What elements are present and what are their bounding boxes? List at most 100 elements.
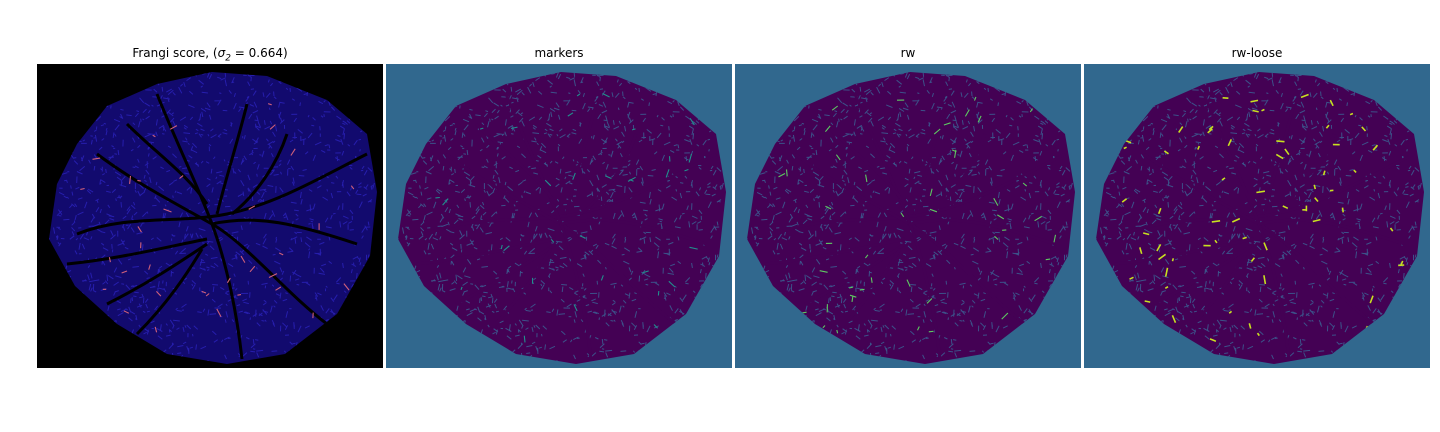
highlight-mark: [179, 175, 184, 179]
rw-loose-image: [1084, 64, 1430, 368]
highlight-mark: [1163, 150, 1169, 155]
highlight-mark: [152, 134, 156, 138]
texture-layer: [49, 72, 377, 364]
highlight-mark: [1361, 126, 1367, 132]
highlight-mark: [1197, 145, 1201, 150]
highlight-mark: [870, 277, 873, 283]
vessel: [580, 133, 638, 216]
highlight-mark: [943, 122, 951, 126]
highlight-mark: [1143, 232, 1150, 236]
highlight-mark: [822, 325, 826, 329]
highlight-mark: [343, 283, 350, 291]
highlight-mark: [1314, 197, 1319, 203]
highlight-mark: [778, 173, 786, 178]
highlight-mark: [1209, 338, 1217, 342]
highlight-mark: [350, 185, 355, 190]
highlight-mark: [831, 105, 839, 111]
vessel: [913, 103, 947, 215]
highlight-mark: [825, 205, 832, 210]
vessel: [135, 248, 204, 336]
highlight-mark: [123, 310, 130, 314]
highlight-mark: [1256, 332, 1260, 337]
highlight-mark: [835, 154, 841, 161]
highlight-mark: [1349, 112, 1354, 116]
vessel: [425, 152, 717, 236]
highlight-mark: [249, 265, 256, 273]
highlight-mark: [1275, 153, 1284, 160]
title-value: = 0.664): [230, 46, 288, 60]
highlight-mark: [137, 226, 142, 233]
highlight-mark: [226, 277, 231, 284]
highlight-mark: [689, 117, 695, 126]
vessel: [76, 152, 368, 236]
highlight-mark: [129, 175, 132, 184]
highlight-mark: [510, 126, 518, 130]
vessel: [774, 152, 1066, 236]
panel-image-rw: [735, 64, 1081, 368]
vessel: [231, 133, 289, 216]
panel-image-frangi: [37, 64, 383, 368]
markers-image: [386, 64, 732, 368]
highlight-mark: [108, 257, 111, 263]
vessel: [1182, 248, 1251, 336]
highlight-mark: [929, 188, 933, 197]
highlight-mark: [864, 254, 869, 259]
highlight-mark: [216, 308, 222, 317]
highlight-mark: [1227, 138, 1233, 147]
vessel: [484, 248, 553, 336]
highlight-mark: [1156, 244, 1162, 252]
highlight-mark: [668, 280, 676, 288]
vessel: [211, 218, 358, 246]
vessel: [215, 103, 249, 215]
highlight-mark: [1208, 125, 1214, 131]
highlight-mark: [1341, 207, 1344, 213]
vessel: [909, 218, 1056, 246]
highlight-mark: [576, 93, 581, 97]
vessel: [1172, 122, 1256, 205]
highlight-mark: [503, 245, 510, 252]
highlight-mark: [156, 291, 162, 297]
highlight-mark: [1053, 234, 1057, 243]
vessel: [106, 242, 208, 306]
highlight-mark: [1221, 177, 1226, 181]
highlight-mark: [1248, 323, 1252, 329]
highlight-mark: [1325, 124, 1330, 129]
highlight-mark: [573, 304, 578, 312]
highlight-mark: [900, 212, 905, 218]
highlight-mark: [205, 293, 210, 297]
highlight-mark: [653, 324, 658, 329]
highlight-mark: [929, 208, 938, 213]
highlight-mark: [785, 169, 788, 177]
highlight-mark: [1300, 93, 1309, 99]
highlight-mark: [169, 125, 178, 130]
vessel: [66, 237, 208, 266]
highlight-mark: [1164, 267, 1169, 277]
highlight-mark: [1228, 310, 1233, 314]
vessel: [823, 122, 907, 205]
highlight-mark: [1313, 184, 1317, 190]
texture-layer: [398, 72, 726, 364]
highlight-mark: [1045, 258, 1051, 261]
highlight-mark: [1400, 260, 1404, 266]
vessel: [929, 133, 987, 216]
highlight-mark: [819, 270, 828, 273]
highlight-mark: [689, 246, 698, 250]
vessel: [764, 237, 906, 266]
highlight-mark: [479, 127, 484, 130]
highlight-mark: [1207, 128, 1213, 134]
highlight-mark: [201, 290, 207, 294]
panel-title-rw-loose: rw-loose: [1231, 46, 1283, 60]
panel-image-rw-loose: [1084, 64, 1430, 368]
highlight-mark: [154, 326, 158, 333]
highlight-mark: [1171, 258, 1175, 262]
frangi-image: [37, 64, 383, 368]
vessel: [455, 242, 557, 306]
highlight-mark: [602, 93, 610, 98]
highlight-mark: [1157, 207, 1162, 215]
highlight-mark: [859, 288, 865, 291]
highlight-mark: [248, 205, 256, 210]
highlight-mark: [1256, 190, 1266, 194]
highlight-mark: [1263, 275, 1267, 285]
highlight-mark: [1389, 227, 1394, 232]
